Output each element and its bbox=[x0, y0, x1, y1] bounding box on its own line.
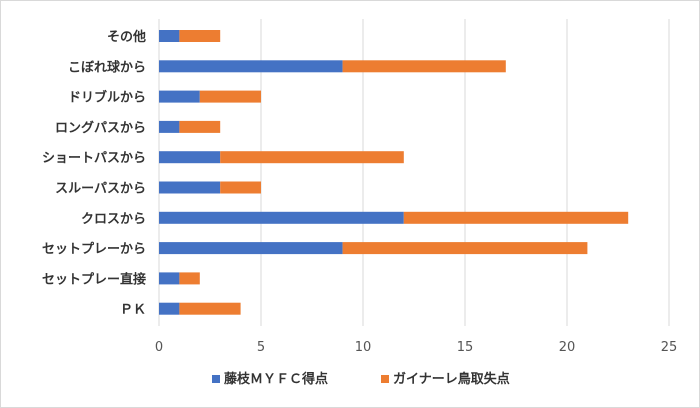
category-label: ショートパスから bbox=[42, 151, 146, 166]
x-tick-label: 0 bbox=[155, 340, 163, 355]
x-tick-label: 10 bbox=[355, 340, 372, 355]
x-tick-label: 15 bbox=[457, 340, 474, 355]
bar-tottori-5 bbox=[220, 181, 261, 194]
x-tick-label: 20 bbox=[559, 340, 576, 355]
bar-tottori-2 bbox=[199, 90, 261, 103]
bar-fujieda-2 bbox=[159, 90, 200, 103]
bar-fujieda-7 bbox=[159, 242, 343, 255]
bar-fujieda-5 bbox=[159, 181, 221, 194]
bar-fujieda-8 bbox=[159, 272, 180, 285]
bar-tottori-0 bbox=[179, 30, 221, 42]
category-label: セットプレー直接 bbox=[42, 271, 146, 287]
legend-label: ガイナーレ鳥取失点 bbox=[393, 371, 510, 387]
category-label: こぼれ球から bbox=[68, 59, 146, 75]
bar-fujieda-1 bbox=[159, 60, 343, 73]
bar-tottori-9 bbox=[179, 302, 241, 315]
bar-tottori-7 bbox=[342, 242, 588, 255]
legend: 藤枝ＭＹＦＣ得点 ガイナーレ鳥取失点 bbox=[212, 371, 510, 387]
bar-tottori-6 bbox=[403, 211, 629, 224]
bar-fujieda-3 bbox=[159, 120, 180, 133]
category-label: ＰＫ bbox=[120, 303, 146, 318]
bar-tottori-4 bbox=[220, 151, 404, 164]
category-label: ドリブルから bbox=[68, 90, 146, 106]
bar-tottori-8 bbox=[179, 272, 200, 285]
bar-tottori-1 bbox=[342, 60, 506, 73]
legend-swatch bbox=[212, 375, 220, 383]
category-label: セットプレーから bbox=[42, 242, 146, 257]
x-tick-label: 5 bbox=[257, 340, 265, 355]
bar-fujieda-0 bbox=[159, 30, 180, 42]
bar-fujieda-9 bbox=[159, 302, 180, 315]
category-label: クロスから bbox=[81, 212, 146, 227]
bar-fujieda-6 bbox=[159, 211, 404, 224]
bar-fujieda-4 bbox=[159, 151, 221, 164]
category-labels: その他こぼれ球からドリブルからロングパスからショートパスからスルーパスからクロス… bbox=[42, 29, 146, 318]
x-tick-label: 25 bbox=[661, 340, 678, 355]
bars bbox=[159, 30, 629, 315]
legend-swatch bbox=[381, 375, 389, 383]
bar-tottori-3 bbox=[179, 120, 221, 133]
category-label: ロングパスから bbox=[55, 120, 146, 136]
x-axis-ticks: 0 5 10 15 20 25 bbox=[155, 340, 677, 355]
category-label: スルーパスから bbox=[55, 182, 146, 197]
category-label: その他 bbox=[107, 29, 146, 45]
legend-label: 藤枝ＭＹＦＣ得点 bbox=[224, 371, 328, 387]
